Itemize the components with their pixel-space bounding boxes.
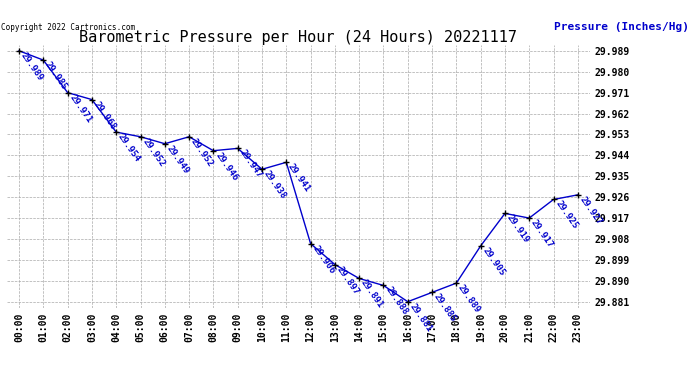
Text: 29.905: 29.905 [481,246,506,278]
Text: 29.889: 29.889 [456,283,482,315]
Text: 29.906: 29.906 [310,244,337,275]
Text: Pressure (Inches/Hg): Pressure (Inches/Hg) [553,22,689,32]
Text: 29.954: 29.954 [116,132,142,164]
Text: 29.952: 29.952 [189,137,215,168]
Text: 29.881: 29.881 [408,302,433,333]
Text: 29.989: 29.989 [19,51,45,82]
Text: Copyright 2022 Cartronics.com: Copyright 2022 Cartronics.com [1,23,135,32]
Text: 29.985: 29.985 [43,60,69,92]
Text: 29.885: 29.885 [432,292,458,324]
Text: 29.891: 29.891 [359,279,385,310]
Text: 29.968: 29.968 [92,100,118,131]
Text: 29.941: 29.941 [286,162,312,194]
Text: 29.946: 29.946 [213,151,239,182]
Text: 29.897: 29.897 [335,264,361,296]
Text: 29.919: 29.919 [505,213,531,245]
Text: 29.917: 29.917 [529,218,555,250]
Text: 29.952: 29.952 [141,137,166,168]
Text: 29.927: 29.927 [578,195,604,226]
Text: 29.888: 29.888 [384,285,409,317]
Text: 29.971: 29.971 [68,93,94,124]
Title: Barometric Pressure per Hour (24 Hours) 20221117: Barometric Pressure per Hour (24 Hours) … [79,30,518,45]
Text: 29.949: 29.949 [165,144,190,175]
Text: 29.947: 29.947 [237,148,264,180]
Text: 29.925: 29.925 [553,200,580,231]
Text: 29.938: 29.938 [262,169,288,201]
